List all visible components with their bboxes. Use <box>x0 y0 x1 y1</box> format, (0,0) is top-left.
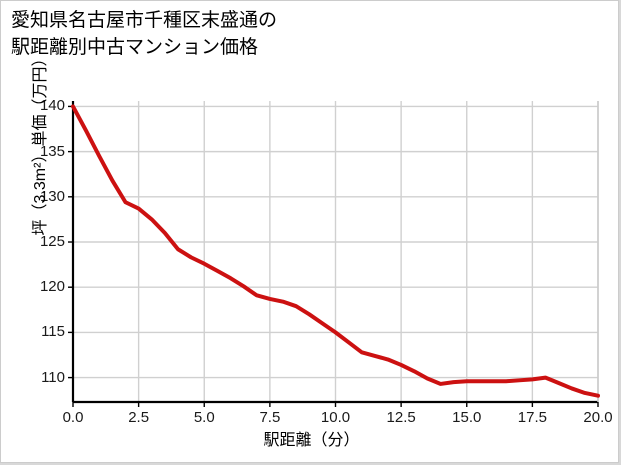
x-tick-label: 17.5 <box>517 409 547 426</box>
x-tick-label: 0.0 <box>62 409 84 426</box>
chart-title: 愛知県名古屋市千種区末盛通の 駅距離別中古マンション価格 <box>11 10 278 58</box>
y-tick-label: 120 <box>39 278 65 296</box>
x-tick-label: 20.0 <box>583 409 613 426</box>
y-tick-label: 140 <box>39 97 65 115</box>
y-tick-label: 115 <box>41 323 65 341</box>
x-axis-label: 駅距離（分） <box>263 432 360 449</box>
x-tick-label: 5.0 <box>193 409 215 426</box>
gridlines <box>72 101 599 402</box>
x-tick-label: 12.5 <box>386 409 416 426</box>
y-tick-label: 135 <box>39 142 65 160</box>
x-tick-label: 10.0 <box>320 409 351 426</box>
data-series-line <box>71 104 600 398</box>
y-tick-label: 125 <box>39 233 65 250</box>
x-tick-label: 7.5 <box>259 409 281 426</box>
y-tick-label: 130 <box>39 187 65 205</box>
axis-spines <box>71 101 599 404</box>
y-axis-label: 坪（3.3m²）単価（万円） <box>32 50 49 236</box>
y-tick-label: 110 <box>41 368 65 386</box>
x-tick-label: 15.0 <box>452 409 482 426</box>
x-tick-label: 2.5 <box>128 409 150 426</box>
